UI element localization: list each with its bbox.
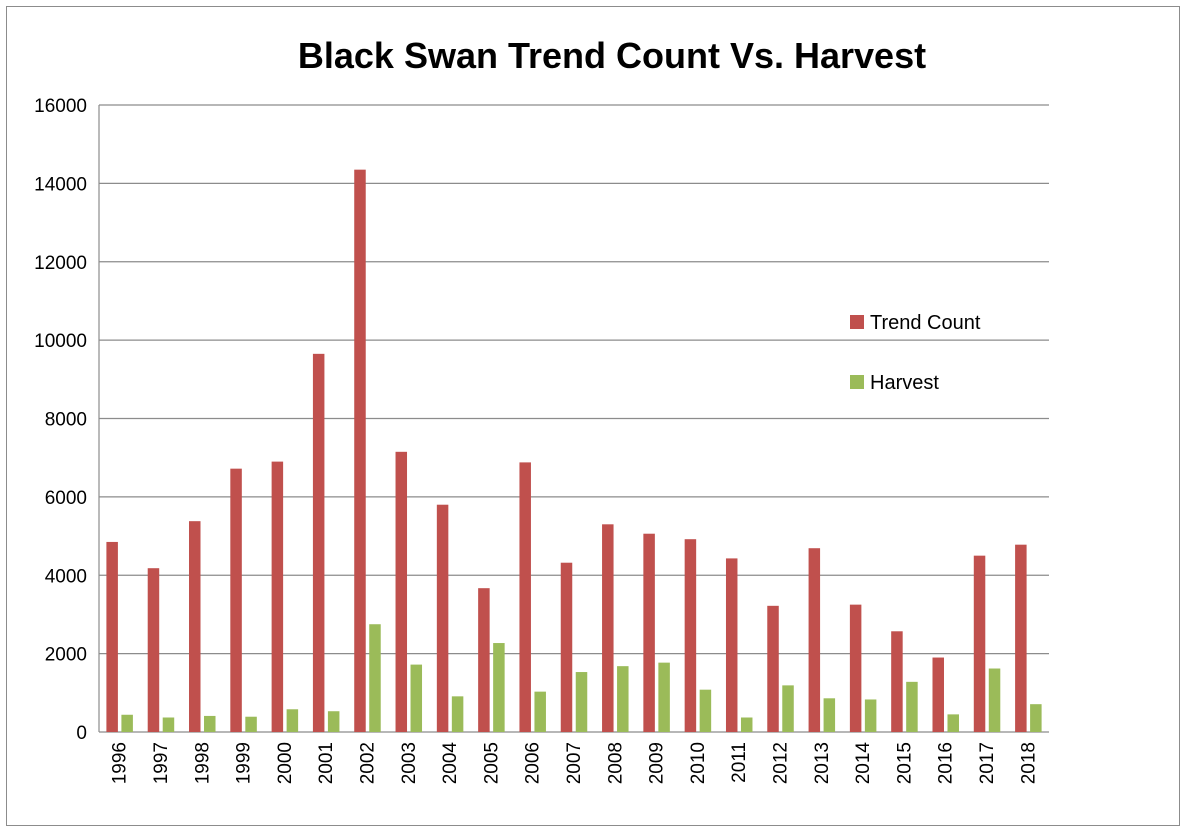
bar-trend-count-2014 [849,604,862,732]
axes [98,105,1049,733]
bar-harvest-2005 [493,643,505,732]
x-tick-label: 2003 [399,742,420,784]
bar-harvest-1996 [121,714,133,732]
y-tick-label: 14000 [34,174,87,195]
bar-trend-count-2017 [973,555,986,732]
chart-title: Black Swan Trend Count Vs. Harvest [298,35,926,76]
y-tick-label: 8000 [45,410,87,431]
x-tick-label: 2004 [440,742,461,785]
x-tick-label: 2013 [812,742,833,784]
bar-trend-count-2007 [560,562,573,732]
x-tick-label: 2009 [647,742,668,784]
x-tick-label: 2018 [1018,742,1039,784]
x-tick-label: 1997 [151,742,172,784]
x-axis-tick-labels: 1996 1997 1998 1999 2000 2001 2002 2003 2004 2005… [110,742,1040,785]
bar-trend-count-1998 [189,521,201,732]
y-tick-label: 0 [76,723,87,744]
x-tick-label: 2011 [729,742,750,783]
y-axis-tick-labels: 0 2000 4000 6000 8000 10000 12000 14000 16000 [34,96,87,744]
bar-trend-count-2003 [395,451,408,732]
x-tick-label: 2017 [977,742,998,784]
bar-harvest-1999 [245,716,257,732]
bar-harvest-2013 [823,698,836,732]
bar-harvest-2001 [327,711,340,732]
bar-trend-count-2015 [891,631,903,732]
y-tick-label: 16000 [34,96,87,117]
bar-trend-count-2006 [519,462,531,732]
legend-label: Harvest [870,372,939,394]
bar-trend-count-2010 [684,539,697,732]
x-tick-label: 2006 [523,742,544,784]
bars [106,169,1042,732]
x-tick-label: 2005 [481,742,502,784]
x-tick-label: 2001 [316,742,337,784]
bar-harvest-2007 [575,672,588,732]
x-tick-label: 2012 [771,742,792,784]
bar-harvest-1998 [204,715,216,732]
x-tick-label: 2002 [357,742,378,784]
x-tick-label: 2007 [564,742,585,784]
x-tick-label: 2008 [605,742,626,784]
bar-harvest-2010 [699,689,712,732]
legend-swatch-trend-count [850,315,864,329]
x-tick-label: 2016 [936,742,957,784]
bar-trend-count-2005 [478,588,490,732]
bar-trend-count-1997 [147,568,160,732]
x-tick-label: 1999 [234,742,255,784]
bar-trend-count-2016 [932,657,944,732]
y-tick-label: 6000 [45,488,87,509]
y-tick-label: 4000 [45,566,87,587]
bar-trend-count-2001 [312,353,325,732]
bar-harvest-2015 [906,681,918,732]
bar-harvest-2011 [740,717,753,732]
bar-harvest-2017 [988,668,1001,732]
gridlines [99,104,1049,655]
x-tick-label: 2000 [275,742,296,784]
bar-trend-count-2000 [271,461,284,732]
y-tick-label: 12000 [34,253,87,274]
bar-trend-count-2004 [436,504,449,732]
bar-trend-count-2011 [725,558,738,732]
bar-trend-count-1996 [106,541,118,732]
bar-harvest-2002 [369,624,381,732]
x-tick-label: 1996 [110,742,131,784]
legend: Trend Count Harvest [850,312,981,394]
bar-harvest-2009 [658,662,670,732]
bar-harvest-2016 [947,714,959,732]
bar-trend-count-1999 [230,468,242,732]
bar-trend-count-2013 [808,548,821,732]
x-tick-label: 2010 [688,742,709,784]
bar-harvest-1997 [162,717,175,732]
bar-harvest-2008 [617,666,629,732]
bar-trend-count-2018 [1015,544,1027,732]
chart: Black Swan Trend Count Vs. Harvest 0 2000… [34,35,1049,785]
y-tick-label: 2000 [45,645,87,666]
x-tick-label: 2015 [894,742,915,784]
bar-trend-count-2008 [602,524,614,732]
bar-trend-count-2009 [643,533,655,732]
bar-trend-count-2002 [354,169,366,732]
legend-label: Trend Count [870,312,981,334]
bar-harvest-2014 [864,699,877,732]
bar-trend-count-2012 [767,605,779,732]
bar-harvest-2018 [1030,704,1042,732]
bar-harvest-2003 [410,664,423,732]
x-tick-label: 2014 [853,742,874,785]
x-tick-label: 1998 [192,742,213,784]
legend-swatch-harvest [850,375,864,389]
bar-harvest-2006 [534,691,546,732]
y-tick-label: 10000 [34,331,87,352]
bar-harvest-2012 [782,685,794,732]
bar-harvest-2004 [451,696,464,732]
bar-harvest-2000 [286,709,299,732]
